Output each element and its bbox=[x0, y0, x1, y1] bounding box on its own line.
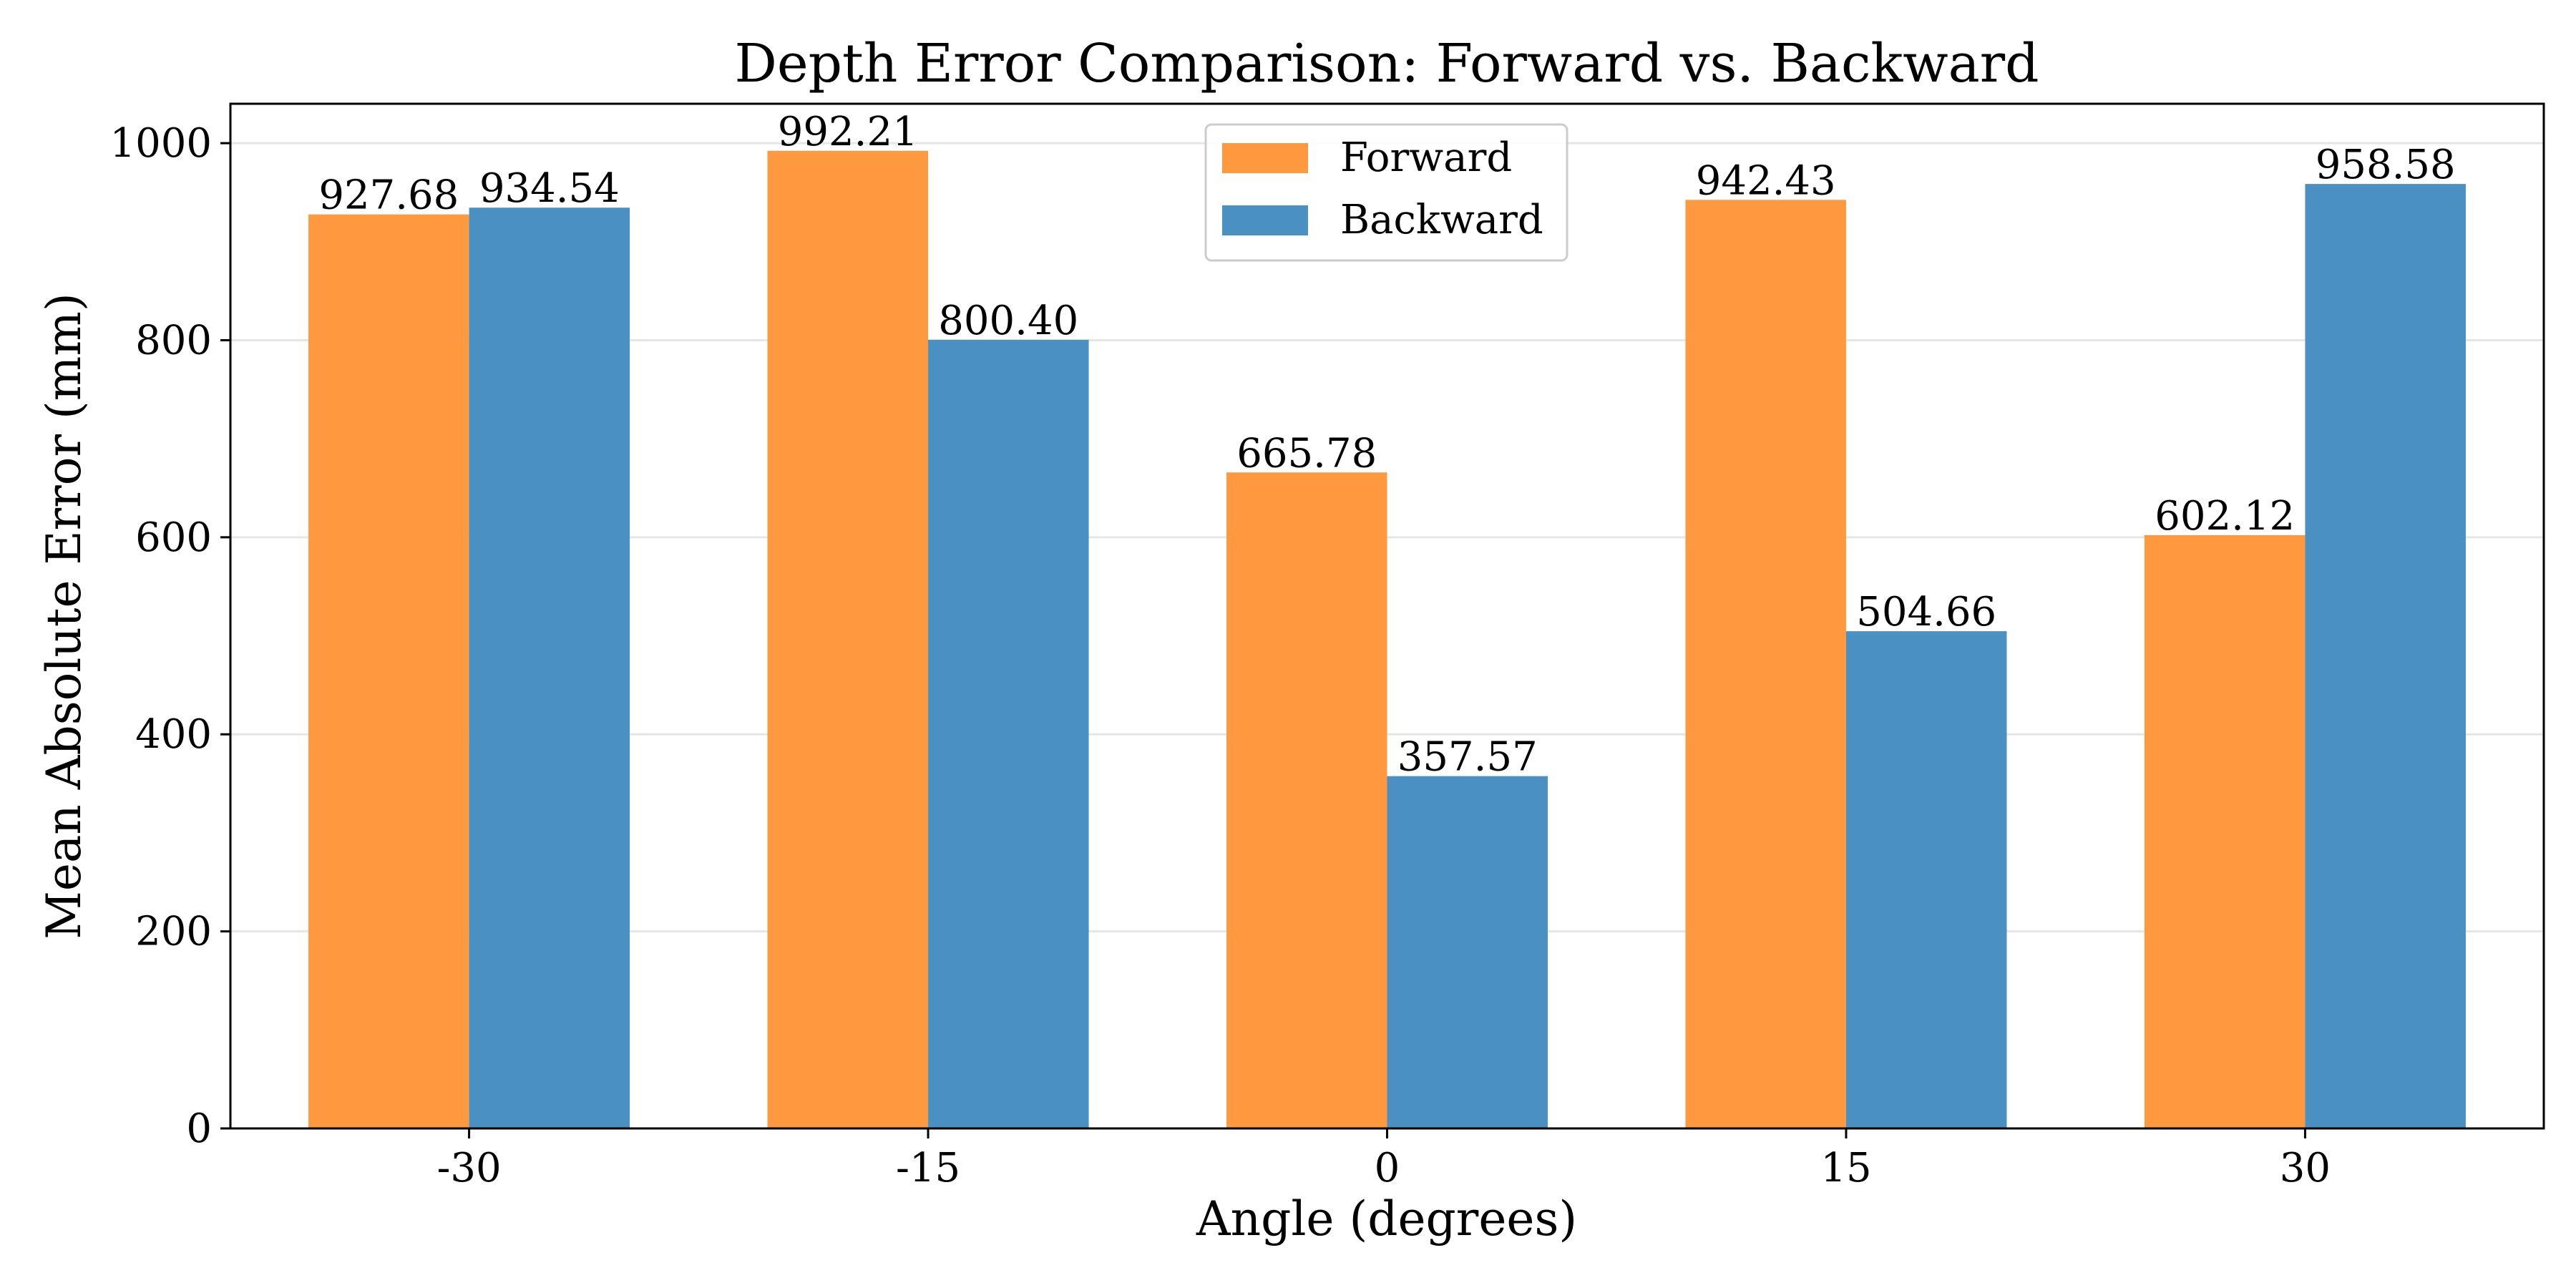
value-label-backward-3: 504.66 bbox=[1856, 589, 1996, 635]
value-label-backward-2: 357.57 bbox=[1397, 734, 1538, 781]
value-label-backward-0: 934.54 bbox=[479, 165, 620, 212]
bar-backward-3 bbox=[1845, 631, 2007, 1128]
value-label-forward-2: 665.78 bbox=[1236, 430, 1377, 477]
value-label-backward-1: 800.40 bbox=[938, 298, 1078, 344]
legend-swatch-backward bbox=[1222, 205, 1308, 235]
x-axis-ticks: -30 -15 0 15 30 bbox=[436, 1128, 2331, 1191]
y-tick-label-5: 1000 bbox=[109, 120, 212, 167]
chart-title: Depth Error Comparison: Forward vs. Back… bbox=[735, 33, 2039, 94]
bar-backward-4 bbox=[2305, 184, 2466, 1128]
bars bbox=[308, 150, 2466, 1129]
bar-forward-4 bbox=[2144, 535, 2306, 1128]
value-label-forward-3: 942.43 bbox=[1696, 157, 1836, 204]
x-tick-label-2: 0 bbox=[1375, 1145, 1400, 1191]
y-tick-label-0: 0 bbox=[186, 1106, 212, 1152]
x-tick-label-0: -30 bbox=[436, 1145, 501, 1191]
value-label-backward-4: 958.58 bbox=[2316, 142, 2456, 188]
y-axis-label: Mean Absolute Error (mm) bbox=[36, 293, 92, 939]
y-tick-label-3: 600 bbox=[135, 514, 212, 561]
y-axis-ticks: 0 200 400 600 800 1000 bbox=[109, 120, 230, 1152]
bar-backward-1 bbox=[928, 339, 1089, 1128]
bar-backward-2 bbox=[1387, 776, 1548, 1128]
x-tick-label-1: -15 bbox=[896, 1145, 960, 1191]
bar-forward-1 bbox=[767, 150, 929, 1129]
value-label-forward-1: 992.21 bbox=[778, 109, 918, 155]
y-tick-label-4: 800 bbox=[135, 317, 212, 364]
value-label-forward-0: 927.68 bbox=[318, 172, 459, 219]
bar-backward-0 bbox=[469, 208, 630, 1128]
bar-forward-2 bbox=[1226, 472, 1387, 1128]
bar-forward-0 bbox=[308, 214, 469, 1128]
legend-label-backward: Backward bbox=[1340, 197, 1543, 243]
legend-label-forward: Forward bbox=[1340, 135, 1512, 181]
x-tick-label-4: 30 bbox=[2280, 1145, 2331, 1191]
y-tick-label-1: 200 bbox=[135, 909, 212, 955]
x-tick-label-3: 15 bbox=[1820, 1145, 1871, 1191]
legend: Forward Backward bbox=[1204, 123, 1568, 262]
value-label-forward-4: 602.12 bbox=[2155, 493, 2295, 540]
x-axis-label: Angle (degrees) bbox=[1196, 1191, 1577, 1246]
bar-forward-3 bbox=[1685, 200, 1846, 1128]
y-tick-label-2: 400 bbox=[135, 711, 212, 758]
legend-swatch-forward bbox=[1222, 143, 1308, 173]
value-labels: 927.68 992.21 665.78 942.43 602.12 934.54 800.… bbox=[318, 109, 2455, 781]
